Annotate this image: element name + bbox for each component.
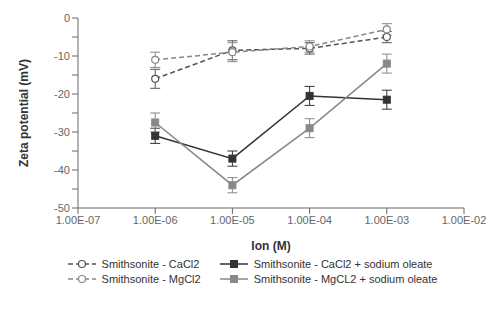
html-text:Smithsonite - MgCL2 + sodium o: Smithsonite - MgCL2 + sodium oleate bbox=[253, 273, 438, 285]
svg-text:-20: -20 bbox=[54, 88, 70, 100]
svg-text:0: 0 bbox=[64, 12, 70, 24]
svg-text:1.00E-05: 1.00E-05 bbox=[210, 214, 255, 226]
svg-text:1.00E-07: 1.00E-07 bbox=[56, 214, 101, 226]
html-text:Smithsonite - MgCl2: Smithsonite - MgCl2 bbox=[101, 273, 201, 285]
svg-text:1.00E-03: 1.00E-03 bbox=[364, 214, 409, 226]
svg-text:-30: -30 bbox=[54, 126, 70, 138]
svg-text:1.00E-04: 1.00E-04 bbox=[287, 214, 332, 226]
svg-text:1.00E-06: 1.00E-06 bbox=[133, 214, 178, 226]
html-text:Smithsonite - CaCl2: Smithsonite - CaCl2 bbox=[101, 258, 200, 270]
svg-text:-50: -50 bbox=[54, 202, 70, 214]
svg-text:Zeta potential (mV): Zeta potential (mV) bbox=[17, 59, 31, 167]
svg-text:-40: -40 bbox=[54, 164, 70, 176]
svg-text:Ion (M): Ion (M) bbox=[251, 239, 290, 253]
svg-text:1.00E-02: 1.00E-02 bbox=[442, 214, 487, 226]
html-text:Smithsonite - CaCl2 + sodium o: Smithsonite - CaCl2 + sodium oleate bbox=[253, 258, 433, 270]
svg-text:-10: -10 bbox=[54, 50, 70, 62]
